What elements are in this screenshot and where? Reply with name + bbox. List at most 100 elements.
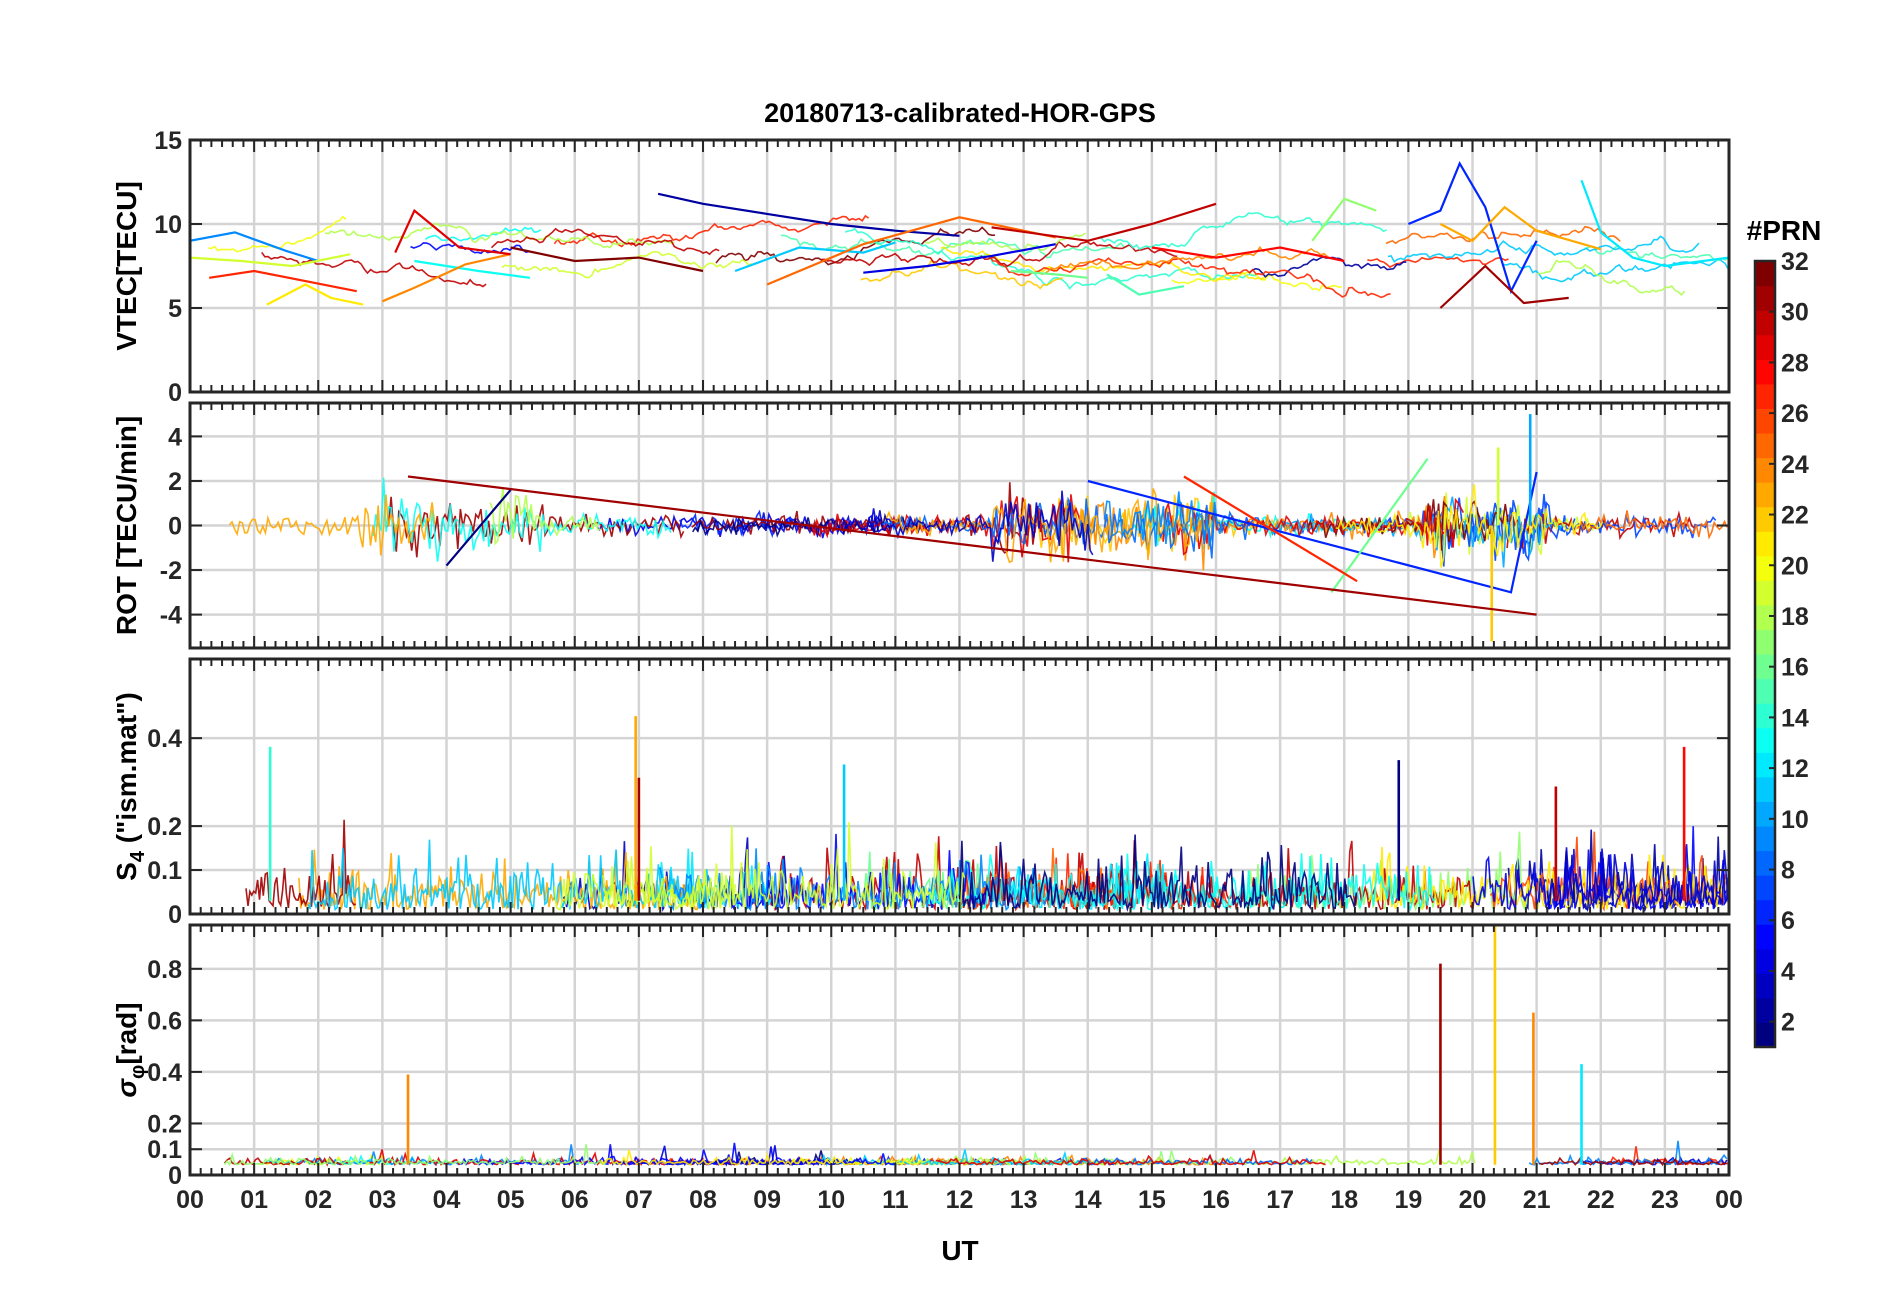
colorbar-tick-label: 10 <box>1781 806 1809 834</box>
texture-trace <box>223 1144 608 1167</box>
colorbar-step <box>1755 285 1775 311</box>
colorbar-step <box>1755 875 1775 901</box>
prn-29-trace <box>394 208 511 256</box>
colorbar-tick-label: 26 <box>1781 400 1809 428</box>
texture-trace <box>1537 259 1686 296</box>
colorbar-step <box>1755 580 1775 606</box>
colorbar-step <box>1755 825 1775 852</box>
colorbar-step <box>1755 457 1775 483</box>
x-tick-label: 04 <box>433 1186 461 1214</box>
colorbar-step <box>1755 383 1775 409</box>
x-tick-label: 15 <box>1138 1186 1166 1214</box>
x-tick-label: 01 <box>240 1186 268 1214</box>
y-tick-label: -4 <box>160 602 182 630</box>
texture-trace <box>307 839 710 912</box>
y-tick-label: 0.2 <box>147 813 182 841</box>
x-tick-label: 07 <box>625 1186 653 1214</box>
colorbar-tick-label: 16 <box>1781 654 1809 682</box>
colorbar-step <box>1755 555 1775 581</box>
texture-trace <box>1103 491 1234 547</box>
prn-12-trace <box>1580 179 1729 268</box>
prn-25-trace <box>766 216 1056 286</box>
texture-trace <box>820 1149 1094 1167</box>
texture-trace <box>1279 1150 1476 1167</box>
texture-trace <box>715 226 995 266</box>
panel-vtec-series <box>190 161 1729 309</box>
y-tick-label: 0 <box>168 513 182 541</box>
colorbar-step <box>1755 973 1775 999</box>
y-tick-label: 4 <box>168 423 182 451</box>
x-tick-label: 11 <box>882 1186 909 1214</box>
prn-21-trace <box>266 283 364 306</box>
prn-19-trace <box>190 253 351 268</box>
prn-17-trace <box>1311 197 1377 242</box>
texture-trace <box>1110 853 1341 913</box>
y-tick-label: 0.4 <box>147 1059 182 1087</box>
texture-trace <box>265 1144 579 1166</box>
texture-trace <box>989 256 1391 299</box>
texture-trace <box>924 232 1086 252</box>
ylabel-sub: 4 <box>127 850 149 862</box>
y-tick-label: 0 <box>168 901 182 929</box>
prn-6-trace <box>1087 471 1538 594</box>
panel-s4-frame: 00.10.20.4S4 ("ism.mat") <box>111 657 1731 929</box>
y-tick-label: 0.6 <box>147 1007 182 1035</box>
panel-vtec-frame: 0 5 10 15 VTEC[TECU] <box>111 127 1731 407</box>
y-tick-label: 0 <box>168 379 182 407</box>
colorbar-step <box>1755 310 1775 336</box>
prn-4-trace <box>863 243 1056 274</box>
x-tick-label: 00 <box>176 1186 204 1214</box>
colorbar-step <box>1755 482 1775 508</box>
x-tick-label: 09 <box>753 1186 781 1214</box>
prn-32-trace <box>510 246 704 273</box>
prn-31-trace <box>1439 264 1569 309</box>
texture-trace <box>324 222 675 249</box>
texture-trace <box>1038 245 1328 276</box>
colorbar-step <box>1755 506 1775 532</box>
x-tick-label: 17 <box>1266 1186 1294 1214</box>
colorbar-step <box>1755 531 1775 557</box>
colorbar-tick-label: 32 <box>1781 248 1809 276</box>
colorbar-step <box>1755 678 1775 704</box>
texture-trace <box>501 250 753 279</box>
texture-trace <box>1367 256 1509 269</box>
texture-trace <box>1171 271 1342 292</box>
panel-rot-series <box>228 414 1728 642</box>
texture-trace <box>602 822 966 912</box>
ylabel-main: S <box>111 862 142 881</box>
chart-title: 20180713-calibrated-HOR-GPS <box>764 98 1156 128</box>
texture-trace <box>372 477 672 562</box>
colorbar-step <box>1755 604 1775 631</box>
colorbar-step <box>1755 1022 1775 1048</box>
x-tick-label: 20 <box>1459 1186 1487 1214</box>
texture-trace <box>955 834 1358 912</box>
panel-s4-texture <box>245 819 1729 913</box>
prn-27-trace <box>1183 475 1358 583</box>
prn-24-trace <box>381 253 511 303</box>
colorbar-step <box>1755 359 1775 385</box>
texture-trace <box>1097 212 1387 251</box>
prn-15-trace <box>1106 273 1185 296</box>
x-tick-label: 06 <box>561 1186 589 1214</box>
x-tick-label: 16 <box>1202 1186 1230 1214</box>
texture-trace <box>1472 844 1729 912</box>
texture-trace <box>228 494 436 556</box>
texture-trace <box>489 488 601 546</box>
colorbar-step <box>1755 654 1775 680</box>
panel-vtec-grid <box>190 138 1729 394</box>
x-axis-label: UT <box>941 1235 978 1266</box>
texture-trace <box>1584 245 1729 262</box>
ylabel-sub: φ <box>127 1065 149 1079</box>
colorbar-step <box>1755 997 1775 1024</box>
prn-16-trace <box>1010 269 1088 279</box>
y-tick-label: 0.1 <box>147 1136 182 1164</box>
texture-trace <box>1539 1156 1727 1167</box>
texture-trace <box>844 227 1256 290</box>
panel-sigma_phi-frame: 00.10.2 0.4 0.6 0.8 σφ[rad] <box>111 923 1731 1190</box>
colorbar-tick-label: 6 <box>1781 907 1795 935</box>
texture-trace <box>1528 1140 1728 1166</box>
panel-rot-texture <box>228 477 1728 571</box>
prn-23-trace <box>1439 205 1602 251</box>
